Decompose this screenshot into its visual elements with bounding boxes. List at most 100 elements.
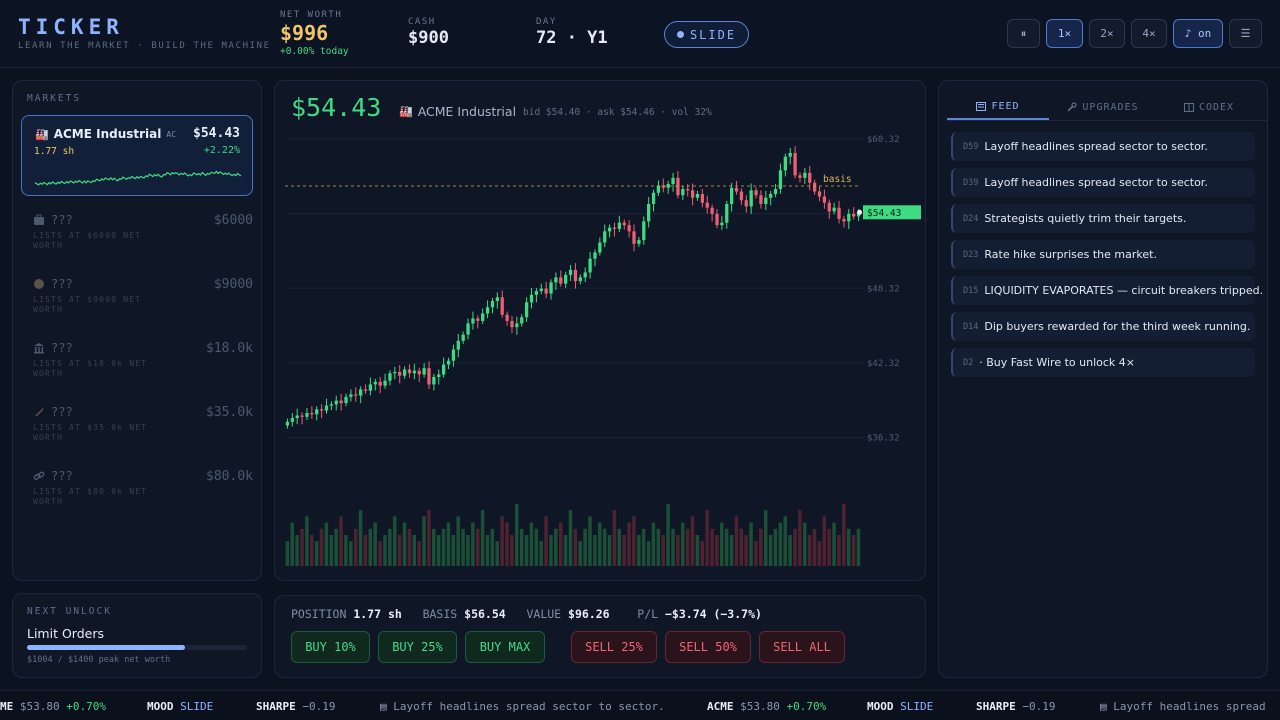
- candle-body: [446, 360, 451, 365]
- candle-body: [637, 240, 641, 244]
- buy-10-button[interactable]: BUY 10%: [291, 631, 370, 663]
- sell-all-button[interactable]: SELL ALL: [759, 631, 845, 663]
- candle-body: [315, 409, 319, 415]
- speed-1x-button[interactable]: 1×: [1046, 19, 1083, 48]
- volume-bar: [554, 528, 558, 566]
- buy-max-button[interactable]: BUY MAX: [465, 631, 545, 663]
- candle-body: [368, 384, 373, 391]
- volume-bar: [710, 528, 714, 566]
- sell-25-button[interactable]: SELL 25%: [571, 631, 657, 663]
- volume-bar: [534, 528, 539, 566]
- feed-item[interactable]: D59 Layoff headlines spread sector to se…: [951, 132, 1255, 161]
- mood-pill[interactable]: SLIDE: [664, 21, 749, 48]
- volume-bar: [651, 522, 656, 566]
- locked-price: $6000: [213, 213, 253, 228]
- candle-body: [442, 364, 446, 375]
- candle-body: [647, 203, 651, 222]
- book-icon: [1183, 102, 1194, 112]
- volume-bar: [529, 522, 534, 566]
- tab-codex[interactable]: CODEX: [1157, 94, 1261, 120]
- feed-item[interactable]: D15 LIQUIDITY EVAPORATES — circuit break…: [951, 276, 1263, 305]
- net-worth-value: $996: [280, 21, 329, 45]
- locked-market-1: ??? $6000 LISTS AT $6000 NET WORTH: [33, 213, 253, 263]
- volume-bar: [432, 528, 436, 566]
- tape-acme: ME $53.80 +0.70%: [0, 700, 106, 713]
- candle-body: [749, 190, 753, 207]
- candle-body: [290, 418, 294, 422]
- volume-bar: [763, 510, 768, 566]
- app-tagline: LEARN THE MARKET · BUILD THE MACHINE: [18, 41, 271, 51]
- price-chart[interactable]: $60.32 $48.32 $42.32 $36.32 basis $54.43: [275, 129, 925, 579]
- pause-button[interactable]: ⏸: [1007, 19, 1040, 48]
- volume-bar: [422, 516, 426, 566]
- volume-bar: [500, 516, 504, 566]
- brand: TICKER LEARN THE MARKET · BUILD THE MACH…: [18, 15, 271, 51]
- candle-body: [744, 200, 748, 207]
- position-summary: POSITION 1.77 sh BASIS $56.54 VALUE $96.…: [291, 607, 762, 621]
- volume-bar: [412, 535, 416, 566]
- feed-day: D2: [963, 357, 974, 368]
- feed-item[interactable]: D39 Layoff headlines spread sector to se…: [951, 168, 1255, 197]
- feed-item[interactable]: D23 Rate hike surprises the market.: [951, 240, 1255, 269]
- locked-desc: LISTS AT $6000 NET WORTH: [33, 231, 142, 250]
- sound-toggle[interactable]: ♪ on: [1173, 19, 1223, 48]
- locked-name: ???: [51, 213, 73, 227]
- candle-body: [764, 197, 768, 204]
- tab-upgrades[interactable]: UPGRADES: [1049, 94, 1157, 120]
- newspaper-icon: ▤: [380, 700, 387, 713]
- candle-body: [827, 202, 831, 212]
- candle-body: [598, 242, 602, 253]
- markets-label: MARKETS: [27, 93, 82, 104]
- last-price-dot: [857, 209, 863, 215]
- candle-body: [383, 380, 387, 386]
- buy-25-button[interactable]: BUY 25%: [378, 631, 457, 663]
- volume-bar: [515, 504, 519, 566]
- feed-day: D15: [963, 285, 979, 296]
- volume-bar: [490, 528, 495, 566]
- volume-bar: [583, 528, 587, 566]
- speed-4x-button[interactable]: 4×: [1131, 19, 1167, 48]
- candle-body: [671, 177, 675, 185]
- locked-name: ???: [51, 341, 73, 355]
- candle-body: [822, 196, 827, 203]
- feed-item[interactable]: D14 Dip buyers rewarded for the third we…: [951, 312, 1255, 341]
- current-price: $54.43: [291, 93, 382, 122]
- volume-bar: [656, 528, 661, 566]
- volume-bar: [524, 535, 529, 566]
- newspaper-icon: [976, 101, 987, 111]
- volume-bar: [314, 541, 319, 566]
- tape-sharpe: SHARPE −0.19: [256, 700, 336, 713]
- candle-body: [715, 213, 719, 226]
- feed-day: D39: [963, 177, 979, 188]
- volume-bar: [363, 535, 368, 566]
- day-value: 72 · Y1: [536, 28, 608, 48]
- volume-bar: [720, 522, 724, 566]
- day-stat: DAY 72 · Y1: [536, 17, 608, 48]
- volume-bar: [334, 528, 338, 566]
- menu-button[interactable]: ☰: [1229, 19, 1262, 48]
- candle-body: [359, 389, 363, 396]
- candle-body: [603, 231, 607, 243]
- volume-bar: [837, 535, 841, 566]
- candle-body: [832, 207, 836, 212]
- tab-feed[interactable]: FEED: [947, 94, 1049, 120]
- volume-bar: [715, 535, 719, 566]
- tape-acme: ACME $53.80 +0.70%: [707, 700, 827, 713]
- volume-bar: [734, 516, 739, 566]
- feed-text: Strategists quietly trim their targets.: [984, 212, 1187, 225]
- candle-body: [466, 323, 470, 335]
- feed-item[interactable]: D24 Strategists quietly trim their targe…: [951, 204, 1255, 233]
- sell-50-button[interactable]: SELL 50%: [665, 631, 751, 663]
- speed-2x-button[interactable]: 2×: [1089, 19, 1125, 48]
- volume-bar: [602, 528, 607, 566]
- briefcase-icon: [34, 214, 44, 225]
- last-price-tag: [863, 205, 921, 220]
- market-card-acme[interactable]: 🏭 ACME Industrial AC $54.43 1.77 sh +2.2…: [21, 115, 253, 196]
- candle-body: [695, 194, 700, 198]
- volume-bar: [290, 522, 294, 566]
- locked-desc: LISTS AT $80.0k NET WORTH: [33, 487, 148, 506]
- value-label: VALUE: [526, 607, 562, 621]
- locked-desc: LISTS AT $35.0k NET WORTH: [33, 423, 148, 442]
- feed-item[interactable]: D2 · Buy Fast Wire to unlock 4×: [951, 348, 1255, 377]
- candle-body: [354, 394, 358, 396]
